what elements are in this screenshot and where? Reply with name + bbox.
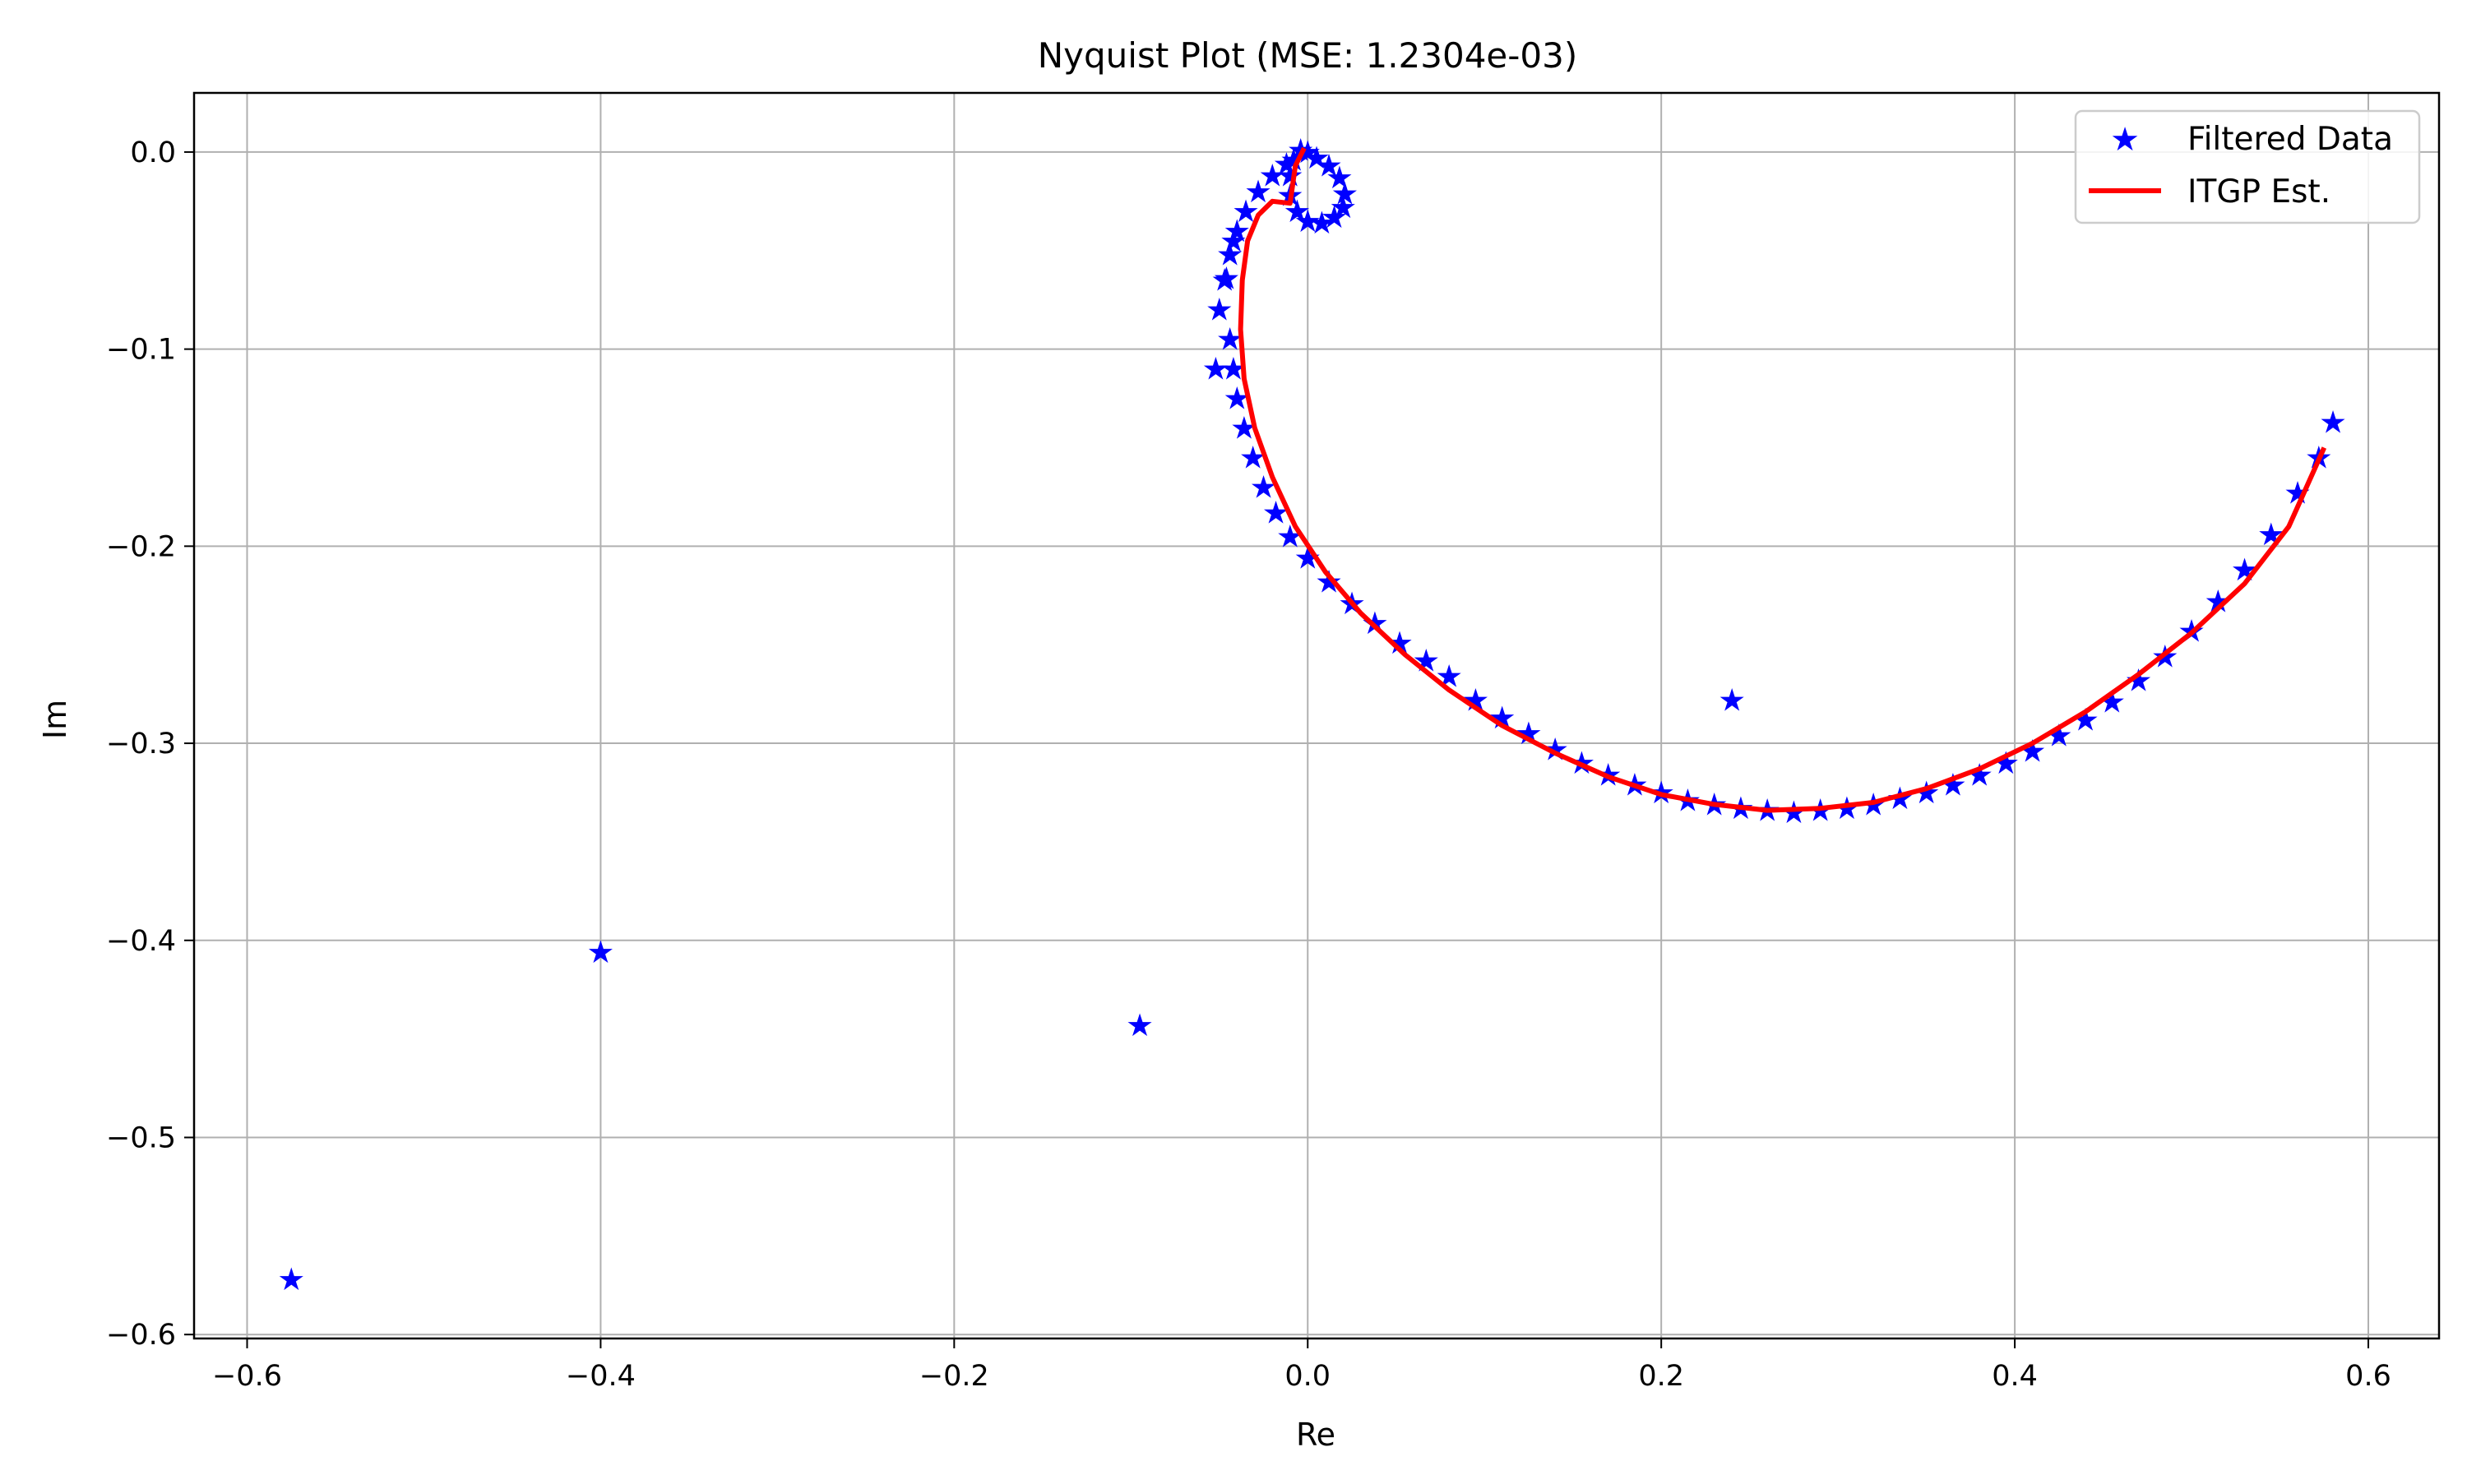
legend-box xyxy=(2074,109,2421,224)
x-tick-label: −0.2 xyxy=(919,1360,989,1393)
data-point-star: ★ xyxy=(1210,262,1238,298)
data-point-star: ★ xyxy=(1212,260,1240,296)
axis-ticks: −0.6 −0.4 −0.2 0.0 0.2 0.4 0.6 0.0 −0.1 −0.2 −0.3 −… xyxy=(106,136,2391,1393)
legend-marker-filtered: ★ xyxy=(2110,121,2140,159)
x-tick-label: 0.4 xyxy=(1992,1360,2038,1393)
data-point-star: ★ xyxy=(277,1261,305,1297)
series-itgp-estimate-line xyxy=(1238,146,2327,813)
x-tick-label: 0.6 xyxy=(2345,1360,2391,1393)
legend: ★ Filtered Data ITGP Est. xyxy=(2074,109,2421,224)
data-point-star: ★ xyxy=(1216,237,1244,273)
y-tick-label: −0.1 xyxy=(106,334,176,367)
data-point-star: ★ xyxy=(1718,682,1746,718)
data-point-star: ★ xyxy=(1201,351,1229,387)
data-series: ★★★★★★★★★★★★★★★★★★★★★★★★★★★★★★★★★★★★★★★★… xyxy=(277,132,2347,1298)
data-point-star: ★ xyxy=(1303,140,1331,176)
grid-lines xyxy=(194,93,2439,1338)
data-point-star: ★ xyxy=(1320,199,1348,235)
data-point-star: ★ xyxy=(1780,794,1807,830)
x-tick-label: 0.0 xyxy=(1284,1360,1331,1393)
data-point-star: ★ xyxy=(1206,292,1234,328)
data-point-star: ★ xyxy=(1294,203,1321,239)
legend-label-filtered: Filtered Data xyxy=(2187,121,2393,158)
data-point-star: ★ xyxy=(1329,189,1357,225)
x-axis-label: Re xyxy=(1296,1417,1335,1453)
data-point-star: ★ xyxy=(1308,205,1335,241)
y-tick-label: −0.2 xyxy=(106,530,176,563)
y-tick-label: −0.5 xyxy=(106,1121,176,1154)
chart-title: Nyquist Plot (MSE: 1.2304e-03) xyxy=(1038,35,1578,76)
data-point-star: ★ xyxy=(1315,148,1343,184)
series-filtered-data: ★★★★★★★★★★★★★★★★★★★★★★★★★★★★★★★★★★★★★★★★… xyxy=(277,132,2347,1298)
data-point-star: ★ xyxy=(1283,193,1311,229)
x-tick-label: 0.2 xyxy=(1638,1360,1684,1393)
data-point-star: ★ xyxy=(2319,404,2347,440)
data-point-star: ★ xyxy=(586,934,614,970)
y-axis-label: Im xyxy=(37,700,73,739)
data-point-star: ★ xyxy=(1315,563,1343,599)
y-tick-label: −0.4 xyxy=(106,925,176,958)
plot-frame xyxy=(192,91,2441,1340)
data-point-star: ★ xyxy=(1331,175,1358,211)
legend-label-estimate: ITGP Est. xyxy=(2187,173,2330,210)
y-tick-label: −0.6 xyxy=(106,1319,176,1352)
data-point-star: ★ xyxy=(1326,159,1354,196)
x-tick-label: −0.6 xyxy=(212,1360,282,1393)
data-point-star: ★ xyxy=(1220,223,1247,259)
data-point-star: ★ xyxy=(1126,1007,1154,1043)
y-tick-label: 0.0 xyxy=(130,136,176,169)
x-tick-label: −0.4 xyxy=(566,1360,636,1393)
y-tick-label: −0.3 xyxy=(106,728,176,760)
data-point-star: ★ xyxy=(1258,158,1286,194)
